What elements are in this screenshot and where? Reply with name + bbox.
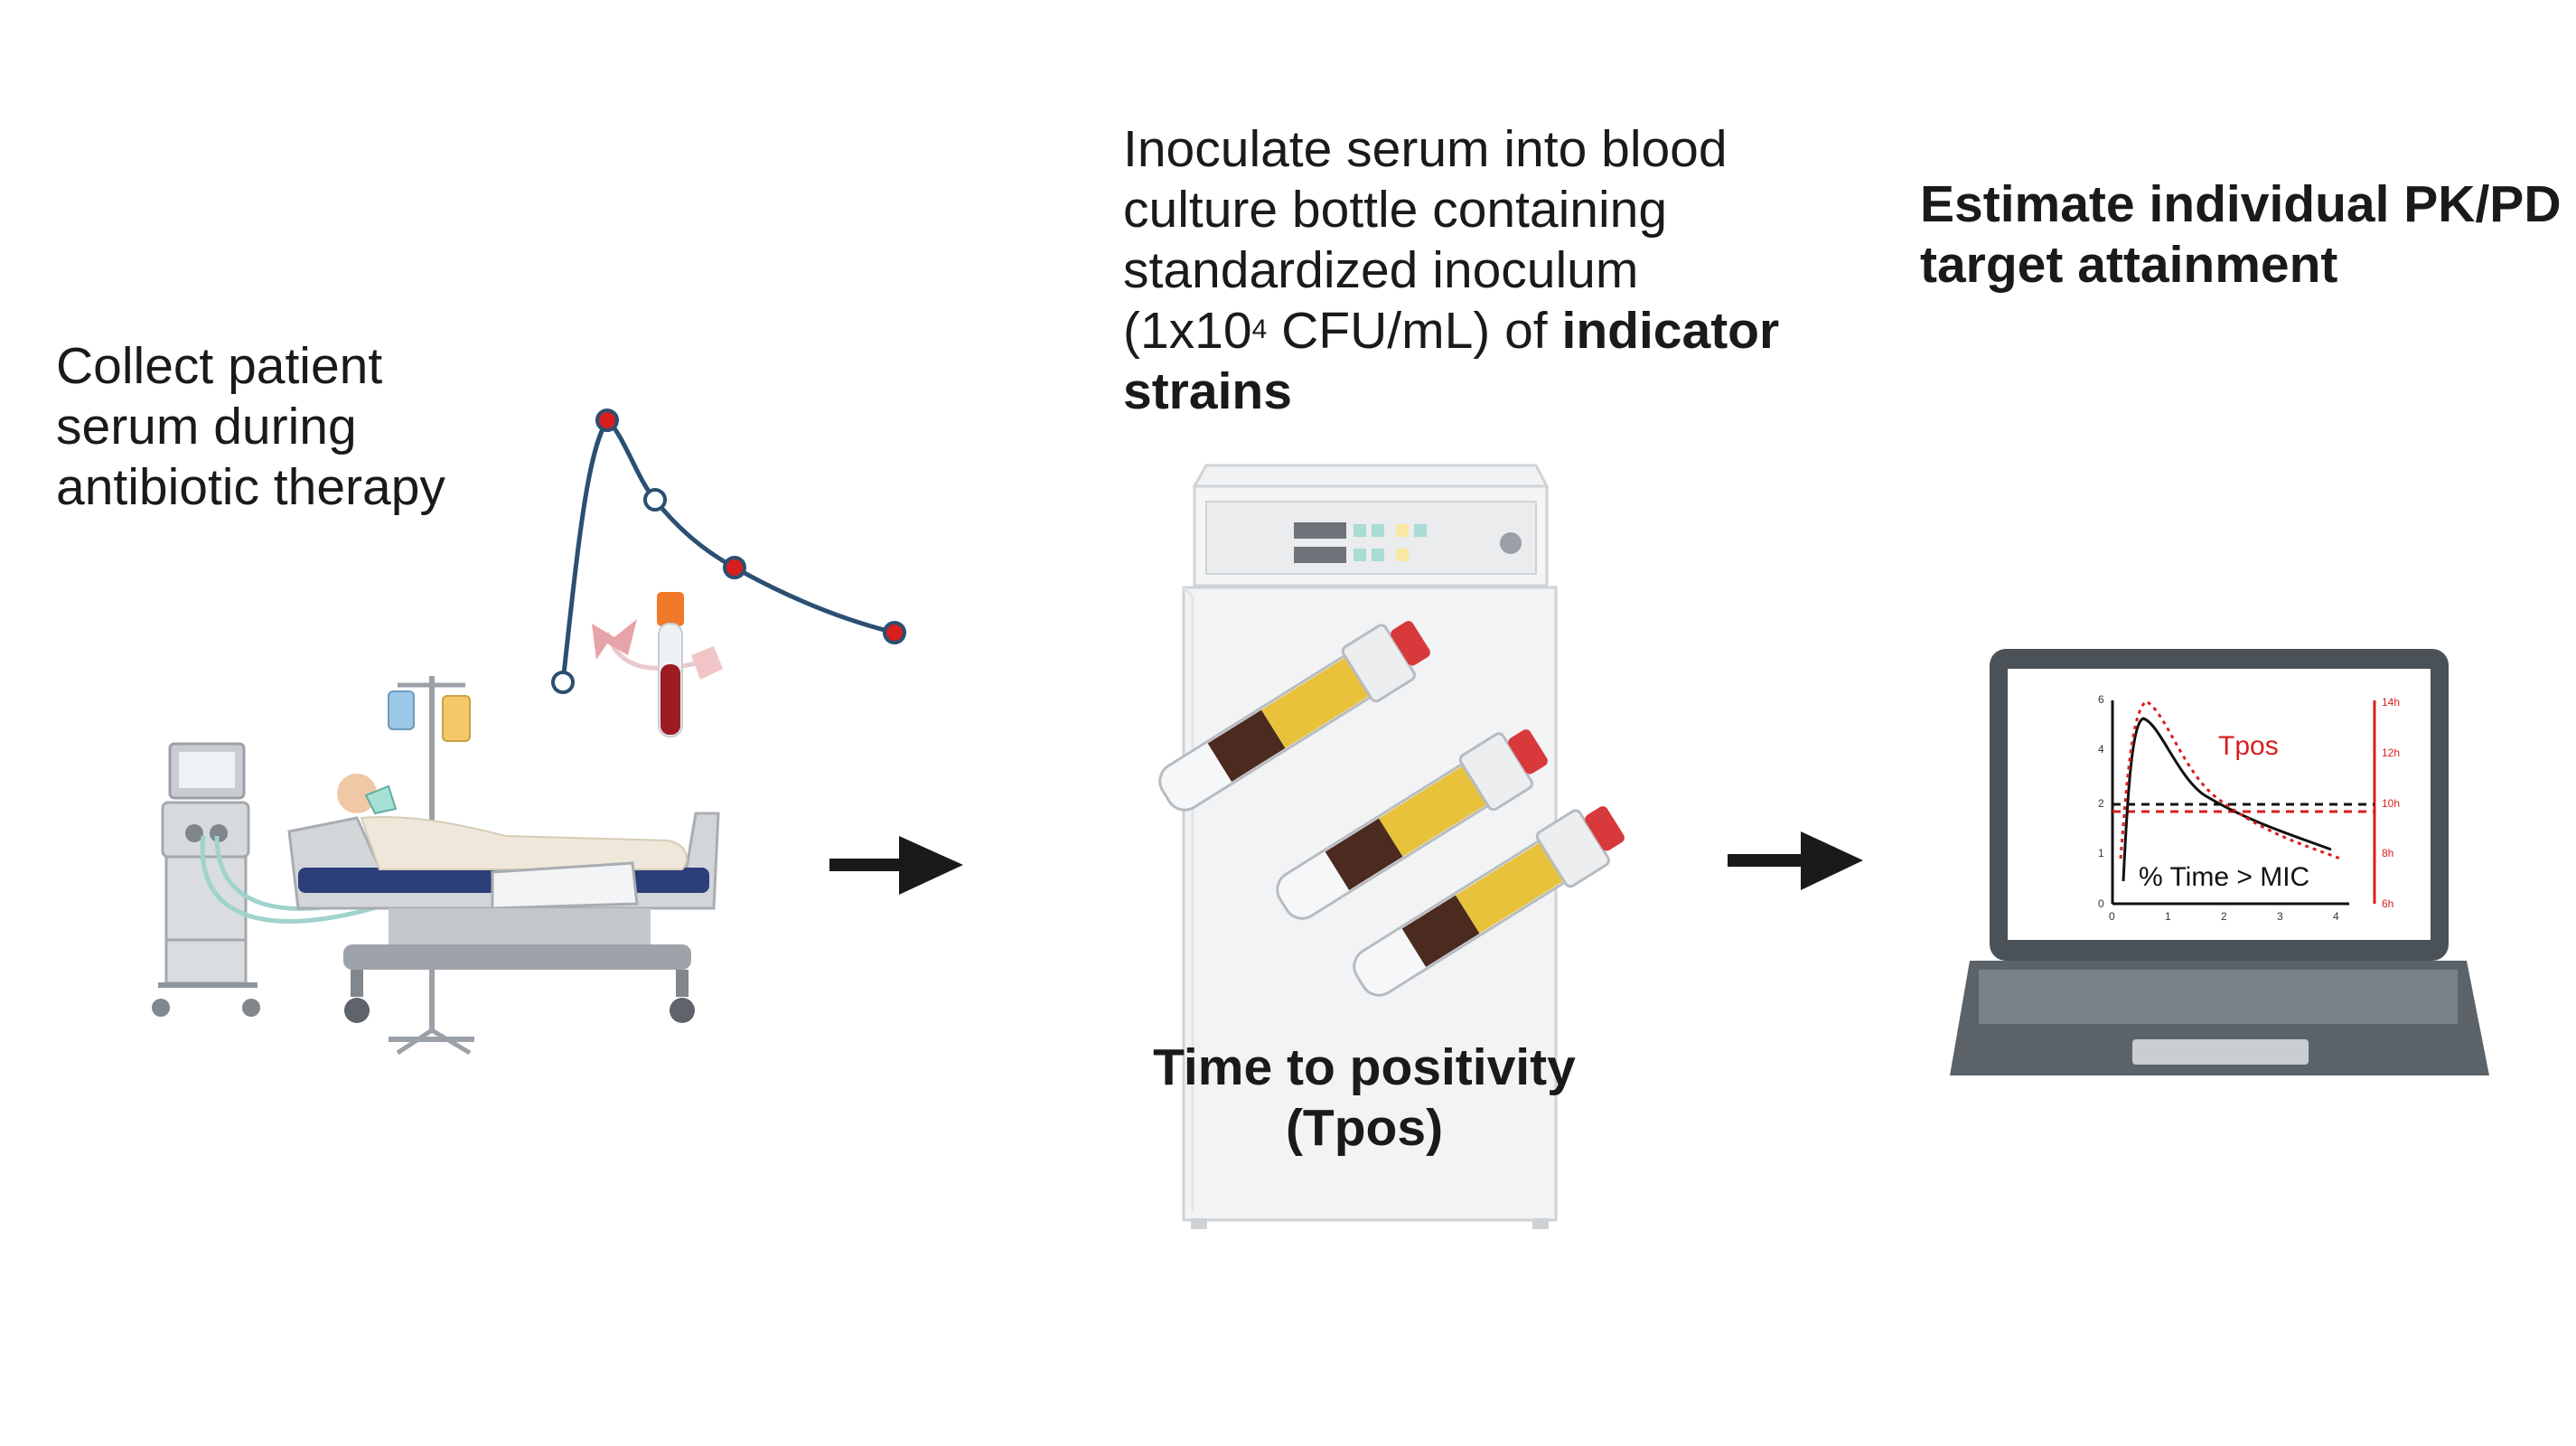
pk-point-open xyxy=(643,488,667,512)
right-tick: 6h xyxy=(2382,897,2393,910)
left-tick: 1 xyxy=(2098,847,2104,859)
pk-point-open xyxy=(551,671,575,694)
right-tick: 14h xyxy=(2382,696,2400,709)
left-tick: 2 xyxy=(2098,797,2104,810)
mic-chart-label: % Time > MIC xyxy=(2139,862,2309,892)
x-tick: 1 xyxy=(2165,910,2171,923)
culture-bottle xyxy=(1276,729,1548,920)
tpos-line: (Tpos) xyxy=(1285,1099,1444,1157)
step1-line: Collect patient xyxy=(56,337,383,395)
ventilator-illustration xyxy=(152,742,389,1017)
incubator-display xyxy=(1294,547,1346,563)
step2-exponent: 4 xyxy=(1251,315,1268,344)
patient-head xyxy=(337,774,377,813)
step2-line5-bold: strains xyxy=(1123,362,1292,420)
step3-line: Estimate individual PK/PD xyxy=(1920,175,2562,233)
step1-line: serum during xyxy=(56,398,357,455)
pk-point-filled xyxy=(883,621,906,644)
tpos-curve xyxy=(2119,700,2341,860)
x-tick: 0 xyxy=(2109,910,2115,923)
left-tick: 4 xyxy=(2098,743,2104,756)
left-tick: 6 xyxy=(2098,693,2104,706)
incubator-top xyxy=(1192,464,1550,488)
step1-line: antibiotic therapy xyxy=(56,458,445,516)
tpos-chart-label: Tpos xyxy=(2218,731,2279,761)
step2-label: Inoculate serum into blood culture bottl… xyxy=(1123,119,1779,422)
x-tick: 3 xyxy=(2277,910,2283,923)
laptop-trackpad xyxy=(2132,1039,2309,1065)
oxygen-mask xyxy=(364,784,398,815)
incubator-display xyxy=(1294,522,1346,539)
step2-line: (1x104 CFU/mL) of indicator xyxy=(1123,301,1779,362)
blood-fill xyxy=(660,664,680,735)
concentration-curve xyxy=(2122,717,2332,882)
culture-bottle xyxy=(1158,621,1430,812)
butterfly-wing-icon xyxy=(592,619,637,660)
pk-curve-illustration xyxy=(551,408,906,694)
bed-base xyxy=(343,944,691,970)
needle-holder xyxy=(691,646,723,680)
x-tick: 4 xyxy=(2333,910,2339,923)
step3-label: Estimate individual PK/PD target attainm… xyxy=(1920,174,2562,296)
bed-side-rail xyxy=(491,861,639,910)
blood-tube-cap xyxy=(657,592,684,626)
patient-body xyxy=(360,816,688,870)
bed-wheel xyxy=(670,998,695,1023)
iv-bag-orange xyxy=(442,695,471,742)
step2-line4-a: (1x10 xyxy=(1123,302,1252,360)
tpos-caption: Time to positivity (Tpos) xyxy=(1138,1038,1590,1159)
incubator-knob-icon xyxy=(1500,532,1522,554)
right-tick: 12h xyxy=(2382,746,2400,759)
right-tick: 10h xyxy=(2382,797,2400,810)
step1-label: Collect patient serum during antibiotic … xyxy=(56,336,445,518)
step2-line4-b: CFU/mL) of xyxy=(1267,302,1562,360)
step3-line: target attainment xyxy=(1920,236,2338,294)
pk-point-filled xyxy=(595,408,619,432)
blood-draw-illustration xyxy=(592,592,723,737)
tpos-line: Time to positivity xyxy=(1153,1038,1576,1096)
x-tick: 2 xyxy=(2221,910,2227,923)
step2-line: standardized inoculum xyxy=(1123,241,1639,299)
arrow-step2-to-step3 xyxy=(1728,831,1863,890)
laptop-chart: Tpos % Time > MIC 0 1 2 4 6 6h 8h 10h 12… xyxy=(2098,693,2400,923)
culture-bottle xyxy=(1353,806,1625,997)
step2-line: Inoculate serum into blood xyxy=(1123,120,1728,178)
iv-bag-blue xyxy=(388,690,415,730)
step2-line4-bold: indicator xyxy=(1561,302,1780,360)
bed-wheel xyxy=(344,998,370,1023)
pk-point-filled xyxy=(723,556,746,579)
right-tick: 8h xyxy=(2382,847,2393,859)
left-tick: 0 xyxy=(2098,897,2104,910)
step2-line: culture bottle containing xyxy=(1123,181,1668,239)
arrow-step1-to-step2 xyxy=(829,836,963,895)
hospital-bed-illustration xyxy=(287,774,720,1023)
